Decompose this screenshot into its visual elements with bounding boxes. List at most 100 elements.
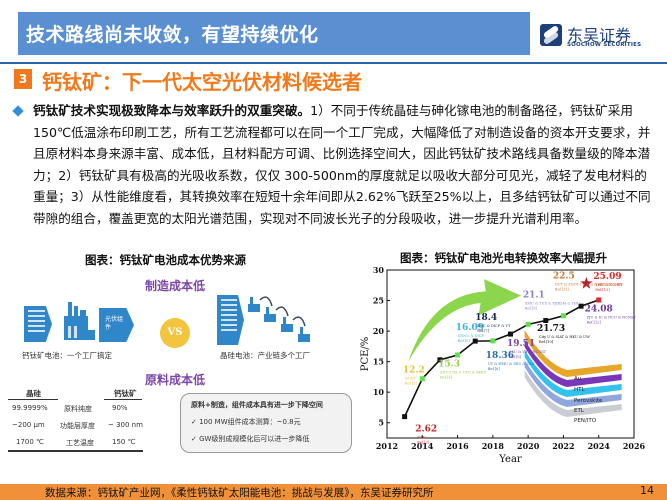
svg-text:NTU: NTU bbox=[417, 435, 425, 439]
svg-text:16.09: 16.09 bbox=[456, 323, 484, 333]
svg-text:Ref.[13]: Ref.[13] bbox=[595, 288, 610, 292]
page-number: 14 bbox=[640, 484, 654, 497]
cost-box-item: ✓ GW级别成规模化后可以进一步降低 bbox=[191, 435, 310, 443]
svg-text:24.08: 24.08 bbox=[585, 305, 613, 315]
svg-text:Ref.[10]: Ref.[10] bbox=[539, 340, 554, 344]
svg-text:10: 10 bbox=[373, 387, 385, 397]
svg-text:15.3: 15.3 bbox=[438, 360, 460, 370]
svg-text:2022: 2022 bbox=[552, 441, 574, 451]
data-source: 数据来源：钙钛矿产业网，《柔性钙钛矿太阳能电池：挑战与发展》，东吴证券研究所 bbox=[45, 487, 434, 499]
svg-text:Ref.[9]: Ref.[9] bbox=[525, 306, 538, 310]
body-text: 1）不同于传统晶硅与砷化镓电池的制备路径，钙钛矿采用150℃低温涂布印刷工艺，所… bbox=[33, 103, 651, 226]
svg-text:CSU & YB & NCNST: CSU & YB & NCNST bbox=[509, 350, 547, 354]
svg-text:Au: Au bbox=[574, 376, 581, 382]
silicon-multi-factory-label: 晶硅电池：产业链多个工厂 bbox=[220, 351, 310, 360]
vs-badge: VS bbox=[160, 318, 190, 348]
section-title: 钙钛矿：下一代太空光伏材料候选者 bbox=[42, 70, 362, 94]
pv-module-arrow: 光伏组件 bbox=[99, 308, 134, 342]
silicon-raw-arrow bbox=[217, 295, 244, 345]
table-header-perovskite: 钙钛矿 bbox=[114, 389, 137, 398]
table-cell: 150 ℃ bbox=[112, 438, 136, 446]
table-header-silicon: 晶硅 bbox=[26, 389, 41, 398]
svg-text:Ref.[6]: Ref.[6] bbox=[488, 367, 501, 371]
svg-text:UT & WHU & SEU & CSU: UT & WHU & SEU & CSU bbox=[488, 362, 535, 366]
svg-text:Ref.[2]: Ref.[2] bbox=[417, 440, 430, 444]
svg-text:SNU/UTA & UTC & SKKU: SNU/UTA & UTC & SKKU bbox=[440, 371, 486, 375]
svg-text:18.36: 18.36 bbox=[486, 351, 514, 361]
soochow-logo-icon bbox=[540, 24, 562, 46]
svg-text:Perovskite: Perovskite bbox=[574, 398, 603, 404]
svg-text:SNU & DICP & VT: SNU & DICP & VT bbox=[477, 324, 511, 328]
svg-text:PEN/ITO: PEN/ITO bbox=[574, 418, 597, 424]
header-divider bbox=[0, 62, 667, 64]
perovskite-one-factory-label: 钙钛矿电池：一个工厂搞定 bbox=[22, 351, 112, 360]
brand-logo: 东吴证券 SOOCHOW SECURITIES bbox=[540, 22, 660, 52]
svg-text:PCE/%: PCE/% bbox=[360, 337, 371, 372]
table-cell: ~200 μm bbox=[12, 421, 45, 429]
table-cell: 功能层厚度 bbox=[60, 422, 95, 430]
svg-text:ETL: ETL bbox=[574, 408, 585, 414]
factory-icon bbox=[64, 302, 95, 340]
table-cell: 1700 ℃ bbox=[16, 438, 44, 446]
diamond-bullet-icon bbox=[12, 105, 24, 117]
svg-text:THU & NCNST: THU & NCNST bbox=[595, 283, 623, 287]
svg-text:2012: 2012 bbox=[376, 441, 398, 451]
header-band bbox=[18, 12, 530, 55]
raw-materials-arrow bbox=[24, 306, 52, 342]
svg-text:2024: 2024 bbox=[588, 441, 611, 451]
cost-outlook-box: 原料+制造，组件成本具有进一步下降空间 ✓ 100 MW组件成本测算：~0.8元… bbox=[180, 393, 352, 453]
svg-text:25.09: 25.09 bbox=[593, 272, 621, 282]
svg-text:HTL: HTL bbox=[574, 387, 585, 393]
svg-text:12.2: 12.2 bbox=[403, 366, 425, 376]
left-figure-caption: 图表：钙钛矿电池成本优势来源 bbox=[85, 253, 246, 267]
material-cost-heading: 原料成本低 bbox=[145, 373, 206, 387]
svg-text:Year: Year bbox=[498, 454, 522, 465]
svg-text:15: 15 bbox=[373, 357, 384, 367]
svg-text:Ref.[4]: Ref.[4] bbox=[440, 376, 453, 380]
svg-text:2020: 2020 bbox=[517, 441, 540, 451]
svg-text:18.4: 18.4 bbox=[475, 313, 497, 323]
svg-text:ZJU & IC & NCU & NCNST: ZJU & IC & NCU & NCNST bbox=[587, 316, 637, 320]
right-figure-caption: 图表：钙钛矿电池光电转换效率大幅提升 bbox=[400, 251, 607, 265]
svg-text:25: 25 bbox=[373, 296, 384, 306]
svg-text:2026: 2026 bbox=[623, 441, 646, 451]
svg-text:21.1: 21.1 bbox=[523, 290, 545, 300]
svg-text:XMU & TUX & FJIRSM & THU: XMU & TUX & FJIRSM & THU bbox=[525, 301, 580, 305]
svg-text:21.73: 21.73 bbox=[537, 324, 565, 334]
pce-chart: PEN/ITO ETL Perovskite HTL Au 2012 2014 2016 201… bbox=[360, 262, 667, 480]
svg-text:2.62: 2.62 bbox=[415, 424, 437, 434]
svg-text:22.5: 22.5 bbox=[553, 272, 575, 282]
body-bold-lead: 钙钛矿技术实现极致降本与效率跃升的双重突破。 bbox=[33, 103, 311, 118]
svg-text:Ref.[12]: Ref.[12] bbox=[587, 321, 602, 325]
svg-text:Ref.[7]: Ref.[7] bbox=[477, 329, 490, 333]
table-cell: 工艺温度 bbox=[66, 439, 94, 447]
svg-text:5: 5 bbox=[378, 418, 384, 428]
cost-box-item: ✓ 100 MW组件成本测算：~0.8元 bbox=[191, 418, 301, 426]
svg-text:2016: 2016 bbox=[446, 441, 469, 451]
cost-box-title: 原料+制造，组件成本具有进一步下降空间 bbox=[191, 401, 323, 409]
svg-text:SNNU & DICP: SNNU & DICP bbox=[458, 334, 485, 338]
svg-text:2018: 2018 bbox=[482, 441, 505, 451]
table-cell: 99.9999% bbox=[12, 404, 48, 412]
page-title: 技术路线尚未收敛，有望持续优化 bbox=[26, 24, 319, 46]
svg-text:City U & SIAT & HKU & UW: City U & SIAT & HKU & UW bbox=[539, 335, 590, 339]
svg-text:Ref.[3]: Ref.[3] bbox=[405, 382, 418, 386]
table-cell: 90% bbox=[112, 404, 128, 412]
manufacturing-cost-heading: 制造成本低 bbox=[145, 279, 206, 293]
svg-text:Ref.[5]: Ref.[5] bbox=[458, 339, 471, 343]
svg-text:30: 30 bbox=[373, 265, 385, 275]
svg-text:20: 20 bbox=[373, 326, 385, 336]
section-number-badge: 3 bbox=[14, 69, 32, 89]
footer-bar bbox=[0, 484, 667, 500]
table-cell: ~ 300 nm bbox=[108, 421, 143, 429]
svg-text:Ref.[11]: Ref.[11] bbox=[555, 288, 570, 292]
svg-text:Ref.[8]: Ref.[8] bbox=[509, 355, 522, 359]
multi-factory-chain-icon bbox=[248, 296, 310, 342]
svg-text:DUT & ZNOT Co.,Ltd & HKUST & B: DUT & ZNOT Co.,Ltd & HKUST & BU bbox=[555, 283, 623, 287]
svg-text:2014: 2014 bbox=[411, 441, 434, 451]
table-cell: 原料纯度 bbox=[64, 405, 92, 413]
svg-text:19.51: 19.51 bbox=[507, 339, 535, 349]
svg-text:NUST: NUST bbox=[405, 377, 416, 381]
